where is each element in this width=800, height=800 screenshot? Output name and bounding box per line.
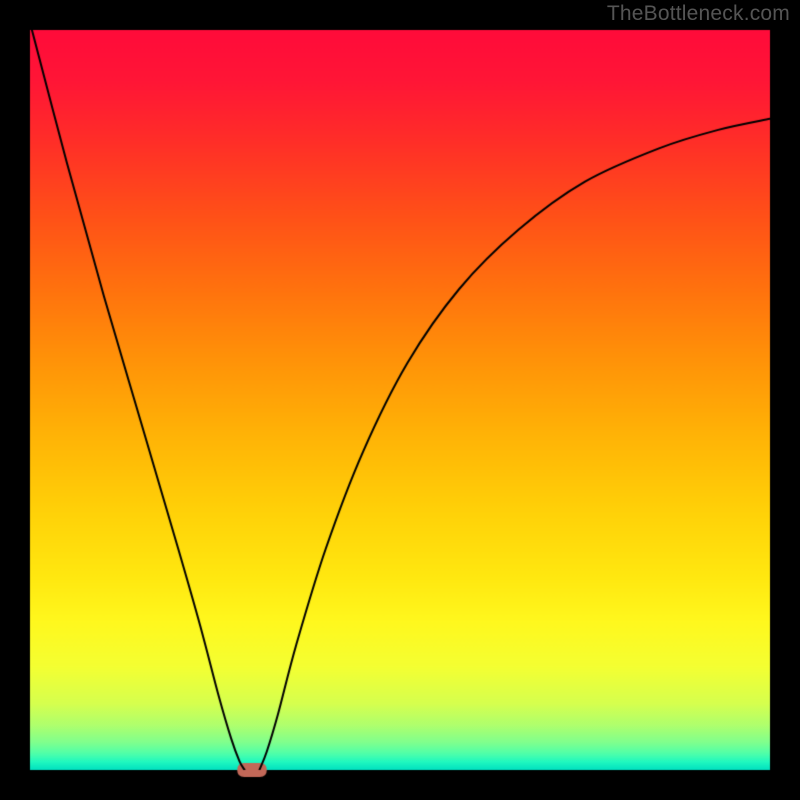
watermark-text: TheBottleneck.com xyxy=(607,2,790,26)
bottleneck-curve-plot xyxy=(0,0,800,800)
chart-frame: TheBottleneck.com xyxy=(0,0,800,800)
